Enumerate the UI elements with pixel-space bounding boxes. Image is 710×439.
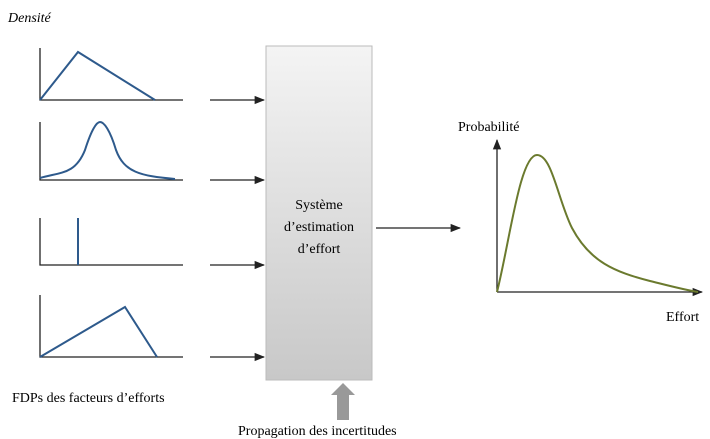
y-axis-label: Probabilité — [458, 120, 519, 135]
system-line: d’effort — [298, 242, 341, 257]
input-pdf-1 — [39, 48, 183, 101]
system-line: Système — [295, 198, 342, 213]
output-pdf — [492, 138, 704, 297]
input-arrows — [210, 95, 266, 362]
propagation-arrow — [331, 383, 355, 420]
system-line: d’estimation — [284, 220, 354, 235]
input-pdf-3 — [39, 218, 183, 266]
x-axis-label: Effort — [666, 310, 699, 325]
inputs-caption: FDPs des facteurs d’efforts — [12, 391, 165, 406]
input-pdf-4 — [39, 295, 183, 358]
density-label: Densité — [7, 11, 52, 26]
propagation-label: Propagation des incertitudes — [238, 424, 397, 439]
input-pdf-2 — [39, 120, 183, 181]
system-box — [265, 45, 373, 381]
